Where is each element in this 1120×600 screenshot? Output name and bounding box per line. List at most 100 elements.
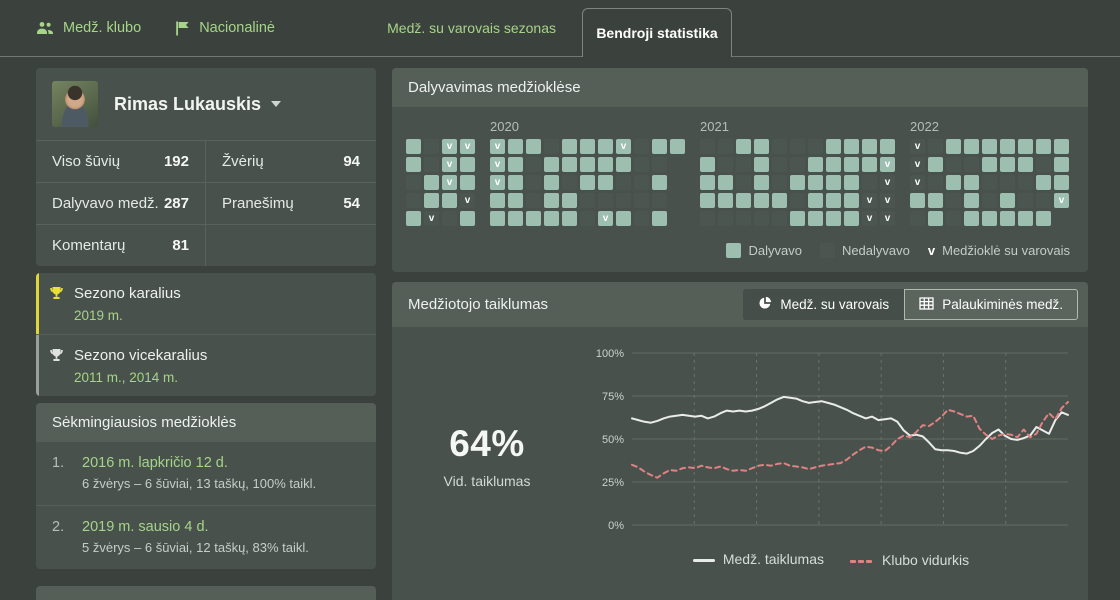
heatmap-cell[interactable] xyxy=(580,211,595,226)
heatmap-cell[interactable] xyxy=(526,193,541,208)
heatmap-cell[interactable] xyxy=(598,139,613,154)
heatmap-cell[interactable] xyxy=(790,211,805,226)
heatmap-cell[interactable] xyxy=(826,193,841,208)
heatmap-cell[interactable] xyxy=(772,157,787,172)
heatmap-cell[interactable] xyxy=(982,157,997,172)
heatmap-cell[interactable] xyxy=(736,139,751,154)
heatmap-cell[interactable] xyxy=(634,211,649,226)
heatmap-cell[interactable] xyxy=(910,193,925,208)
heatmap-cell[interactable]: v xyxy=(1054,193,1069,208)
heatmap-cell[interactable] xyxy=(862,175,877,190)
heatmap-cell[interactable] xyxy=(964,157,979,172)
heatmap-cell[interactable] xyxy=(964,139,979,154)
hunt-date-link[interactable]: 2016 m. lapkričio 12 d. xyxy=(82,454,228,471)
heatmap-cell[interactable] xyxy=(598,193,613,208)
heatmap-cell[interactable] xyxy=(1036,175,1051,190)
heatmap-cell[interactable] xyxy=(982,175,997,190)
heatmap-cell[interactable] xyxy=(1018,175,1033,190)
heatmap-cell[interactable]: v xyxy=(880,193,895,208)
heatmap-cell[interactable] xyxy=(460,157,475,172)
heatmap-cell[interactable] xyxy=(700,139,715,154)
heatmap-cell[interactable] xyxy=(442,193,457,208)
heatmap-cell[interactable] xyxy=(1000,193,1015,208)
heatmap-cell[interactable] xyxy=(982,139,997,154)
heatmap-cell[interactable] xyxy=(772,193,787,208)
heatmap-cell[interactable] xyxy=(652,193,667,208)
heatmap-cell[interactable] xyxy=(700,157,715,172)
heatmap-cell[interactable] xyxy=(406,193,421,208)
heatmap-cell[interactable] xyxy=(928,211,943,226)
tab-medz-su-varovais-sezonas[interactable]: Medž. su varovais sezonas xyxy=(387,20,556,36)
heatmap-cell[interactable] xyxy=(754,193,769,208)
heatmap-cell[interactable] xyxy=(580,193,595,208)
heatmap-cell[interactable] xyxy=(736,193,751,208)
heatmap-cell[interactable] xyxy=(808,211,823,226)
heatmap-cell[interactable] xyxy=(772,139,787,154)
heatmap-cell[interactable]: v xyxy=(442,139,457,154)
heatmap-cell[interactable] xyxy=(1018,157,1033,172)
heatmap-cell[interactable] xyxy=(406,175,421,190)
heatmap-cell[interactable] xyxy=(616,193,631,208)
heatmap-cell[interactable] xyxy=(826,139,841,154)
heatmap-cell[interactable] xyxy=(1000,175,1015,190)
heatmap-cell[interactable] xyxy=(964,175,979,190)
heatmap-cell[interactable] xyxy=(508,193,523,208)
heatmap-cell[interactable] xyxy=(652,139,667,154)
heatmap-cell[interactable]: v xyxy=(598,211,613,226)
heatmap-cell[interactable] xyxy=(964,211,979,226)
heatmap-cell[interactable] xyxy=(634,193,649,208)
heatmap-cell[interactable] xyxy=(862,139,877,154)
heatmap-cell[interactable] xyxy=(544,157,559,172)
heatmap-cell[interactable] xyxy=(1018,139,1033,154)
heatmap-cell[interactable] xyxy=(790,157,805,172)
heatmap-cell[interactable] xyxy=(808,139,823,154)
heatmap-cell[interactable] xyxy=(598,157,613,172)
heatmap-cell[interactable] xyxy=(718,175,733,190)
heatmap-cell[interactable] xyxy=(544,175,559,190)
heatmap-cell[interactable]: v xyxy=(880,175,895,190)
heatmap-cell[interactable]: v xyxy=(442,157,457,172)
tab-bendroji-statistika[interactable]: Bendroji statistika xyxy=(582,8,732,57)
heatmap-cell[interactable] xyxy=(1000,211,1015,226)
nav-item-medz-klubo[interactable]: Medž. klubo xyxy=(36,20,141,36)
heatmap-cell[interactable] xyxy=(652,157,667,172)
heatmap-cell[interactable] xyxy=(844,211,859,226)
heatmap-cell[interactable] xyxy=(490,211,505,226)
heatmap-cell[interactable] xyxy=(718,193,733,208)
heatmap-cell[interactable] xyxy=(790,139,805,154)
heatmap-cell[interactable] xyxy=(736,211,751,226)
heatmap-cell[interactable] xyxy=(508,139,523,154)
heatmap-cell[interactable] xyxy=(862,157,877,172)
heatmap-cell[interactable] xyxy=(1018,193,1033,208)
heatmap-cell[interactable] xyxy=(826,157,841,172)
heatmap-cell[interactable] xyxy=(982,211,997,226)
heatmap-cell[interactable] xyxy=(826,175,841,190)
heatmap-cell[interactable] xyxy=(424,139,439,154)
heatmap-cell[interactable] xyxy=(736,157,751,172)
heatmap-cell[interactable] xyxy=(616,211,631,226)
heatmap-cell[interactable] xyxy=(1000,139,1015,154)
heatmap-cell[interactable] xyxy=(526,157,541,172)
heatmap-cell[interactable] xyxy=(670,139,685,154)
heatmap-cell[interactable] xyxy=(844,175,859,190)
heatmap-cell[interactable] xyxy=(946,175,961,190)
heatmap-cell[interactable] xyxy=(1036,139,1051,154)
hunt-date-link[interactable]: 2019 m. sausio 4 d. xyxy=(82,518,209,535)
heatmap-cell[interactable] xyxy=(562,211,577,226)
heatmap-cell[interactable] xyxy=(928,193,943,208)
heatmap-cell[interactable] xyxy=(700,193,715,208)
heatmap-cell[interactable] xyxy=(1054,157,1069,172)
heatmap-cell[interactable] xyxy=(844,157,859,172)
heatmap-cell[interactable] xyxy=(1054,175,1069,190)
heatmap-cell[interactable] xyxy=(754,157,769,172)
heatmap-cell[interactable]: v xyxy=(460,139,475,154)
heatmap-cell[interactable] xyxy=(652,211,667,226)
heatmap-cell[interactable] xyxy=(490,193,505,208)
heatmap-cell[interactable] xyxy=(544,211,559,226)
heatmap-cell[interactable] xyxy=(580,175,595,190)
heatmap-cell[interactable] xyxy=(424,157,439,172)
user-name-dropdown[interactable]: Rimas Lukauskis xyxy=(114,94,282,115)
heatmap-cell[interactable]: v xyxy=(880,211,895,226)
heatmap-cell[interactable] xyxy=(580,157,595,172)
heatmap-cell[interactable] xyxy=(562,193,577,208)
